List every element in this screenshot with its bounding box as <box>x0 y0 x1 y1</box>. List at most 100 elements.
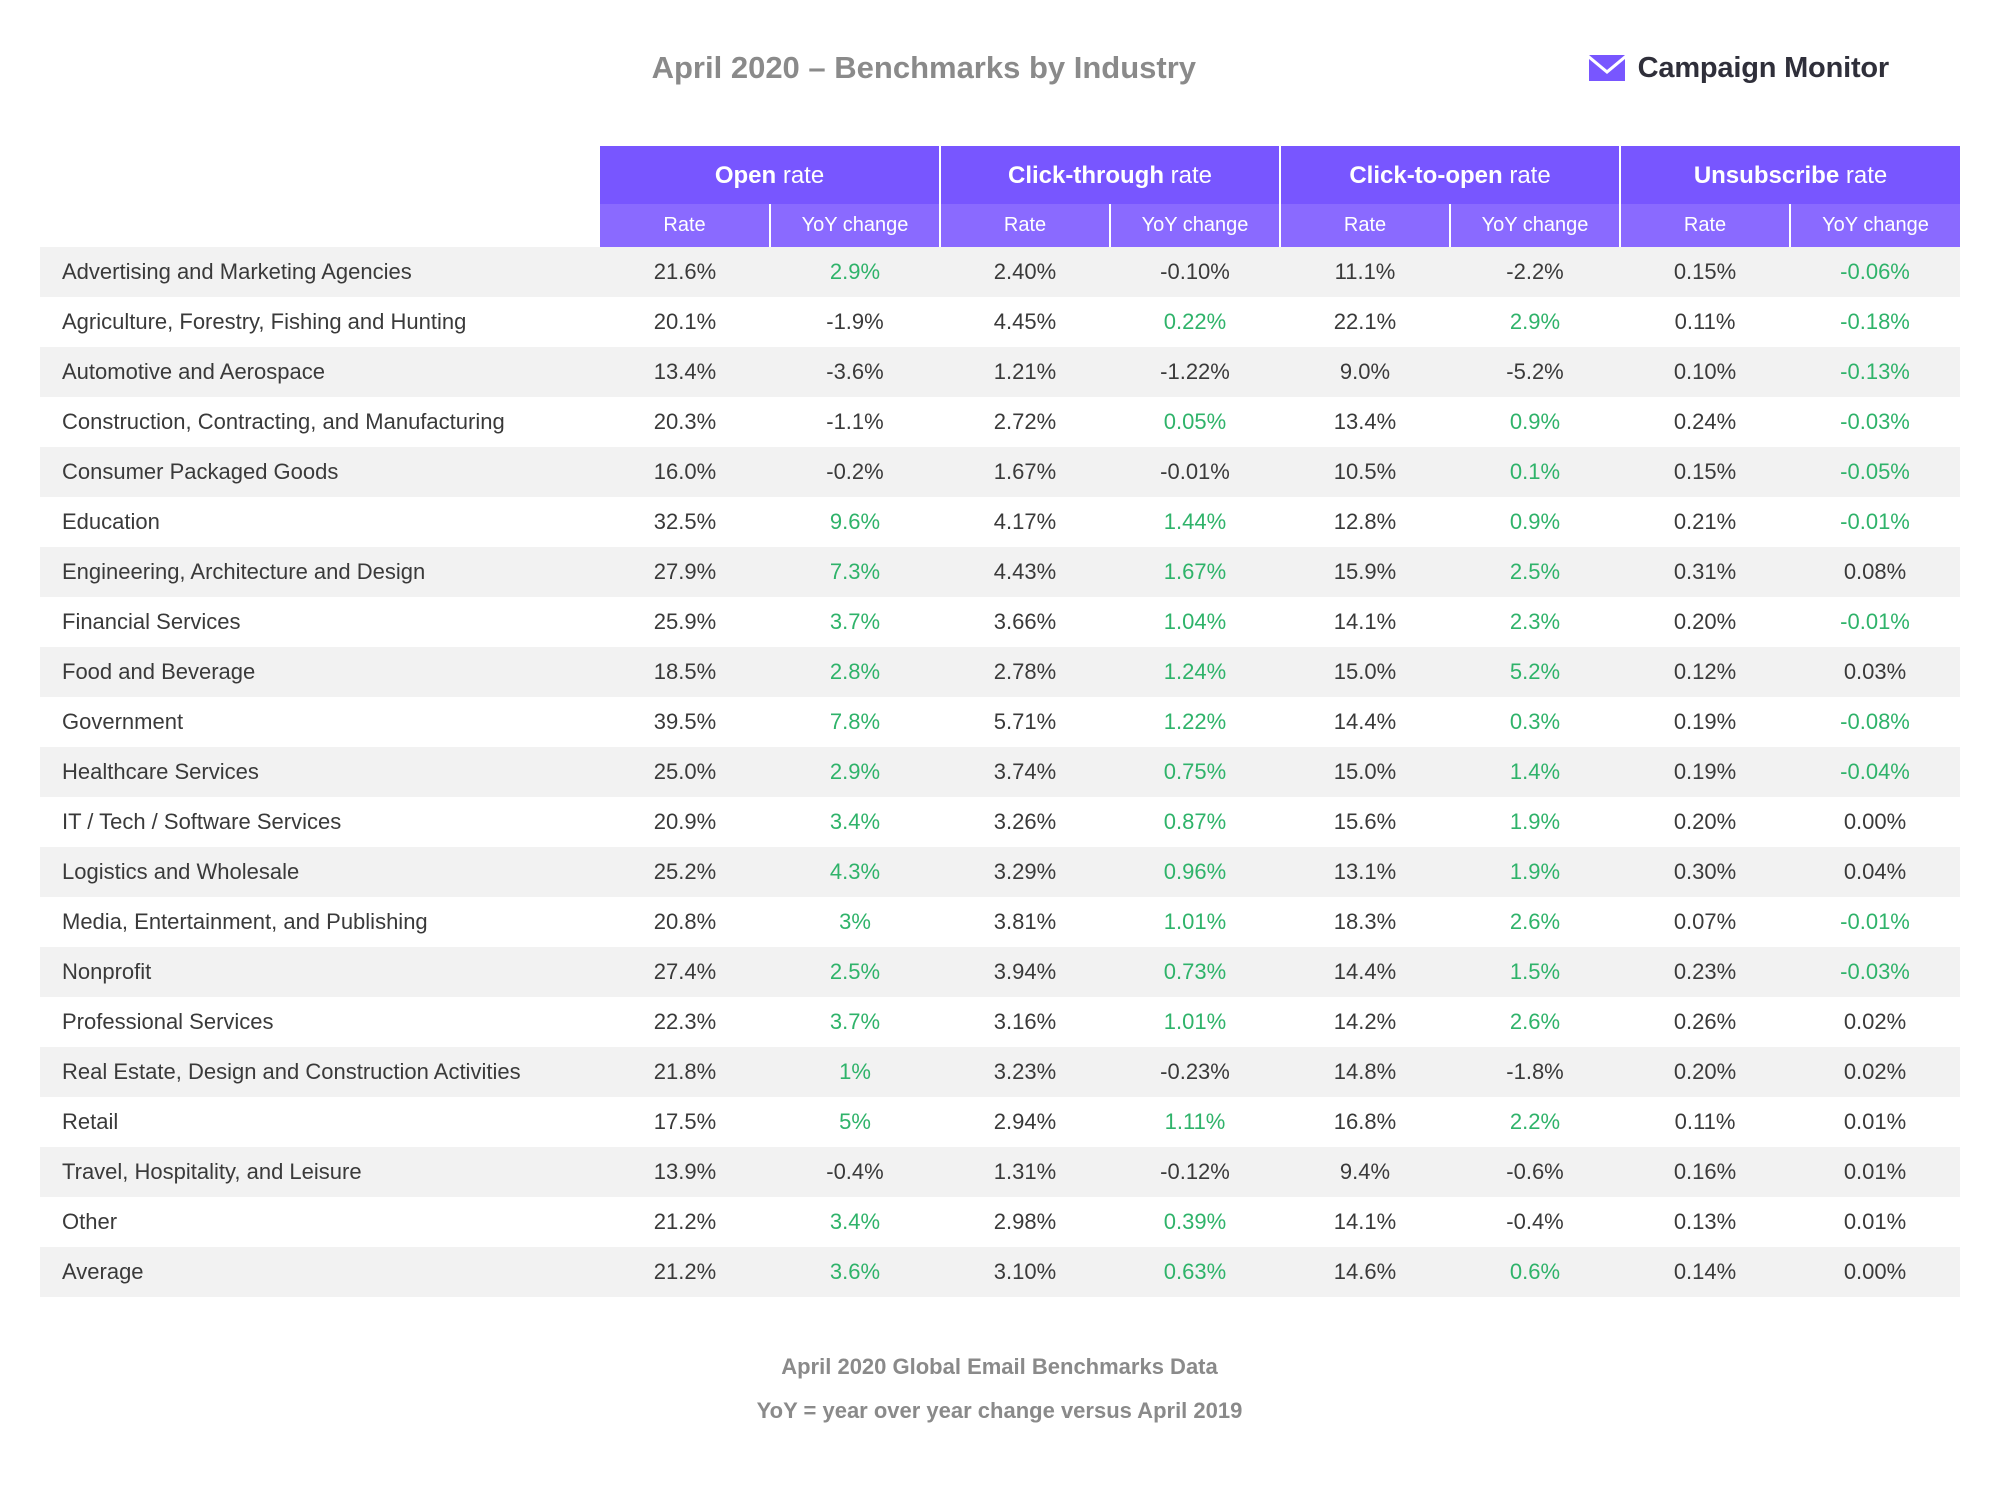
row-label: Professional Services <box>40 997 600 1047</box>
table-row: Financial Services25.9%3.7%3.66%1.04%14.… <box>40 597 1960 647</box>
cell-rate: 14.1% <box>1280 1197 1450 1247</box>
cell-rate: 21.2% <box>600 1247 770 1297</box>
cell-yoy: 2.6% <box>1450 897 1620 947</box>
cell-yoy: 3.4% <box>770 1197 940 1247</box>
cell-yoy: 2.6% <box>1450 997 1620 1047</box>
subheader-rate: Rate <box>1280 204 1450 247</box>
cell-yoy: 2.8% <box>770 647 940 697</box>
cell-yoy: 1.01% <box>1110 997 1280 1047</box>
cell-yoy: 0.04% <box>1790 847 1960 897</box>
cell-rate: 18.3% <box>1280 897 1450 947</box>
cell-rate: 21.8% <box>600 1047 770 1097</box>
cell-rate: 4.43% <box>940 547 1110 597</box>
cell-yoy: 0.87% <box>1110 797 1280 847</box>
row-label: Agriculture, Forestry, Fishing and Hunti… <box>40 297 600 347</box>
cell-yoy: 2.9% <box>770 747 940 797</box>
cell-yoy: 0.03% <box>1790 647 1960 697</box>
cell-rate: 0.30% <box>1620 847 1790 897</box>
cell-yoy: 0.63% <box>1110 1247 1280 1297</box>
row-label: Logistics and Wholesale <box>40 847 600 897</box>
cell-rate: 18.5% <box>600 647 770 697</box>
cell-yoy: 1.5% <box>1450 947 1620 997</box>
cell-rate: 14.4% <box>1280 697 1450 747</box>
cell-yoy: -0.4% <box>770 1147 940 1197</box>
metric-header-ctor: Click-to-open rate <box>1280 146 1620 204</box>
row-label: Construction, Contracting, and Manufactu… <box>40 397 600 447</box>
brand: Campaign Monitor <box>1588 52 1889 85</box>
subheader-blank <box>40 204 600 247</box>
subheader-yoy: YoY change <box>1110 204 1280 247</box>
cell-yoy: -0.23% <box>1110 1047 1280 1097</box>
cell-rate: 3.16% <box>940 997 1110 1047</box>
cell-rate: 5.71% <box>940 697 1110 747</box>
cell-rate: 0.11% <box>1620 1097 1790 1147</box>
cell-yoy: 0.08% <box>1790 547 1960 597</box>
cell-rate: 2.72% <box>940 397 1110 447</box>
page-title: April 2020 – Benchmarks by Industry <box>260 50 1588 86</box>
row-label: Consumer Packaged Goods <box>40 447 600 497</box>
cell-rate: 0.23% <box>1620 947 1790 997</box>
table-row: Logistics and Wholesale25.2%4.3%3.29%0.9… <box>40 847 1960 897</box>
cell-rate: 22.3% <box>600 997 770 1047</box>
cell-rate: 16.0% <box>600 447 770 497</box>
cell-yoy: 0.73% <box>1110 947 1280 997</box>
cell-rate: 25.9% <box>600 597 770 647</box>
row-label: Retail <box>40 1097 600 1147</box>
cell-yoy: -0.03% <box>1790 397 1960 447</box>
cell-yoy: 0.96% <box>1110 847 1280 897</box>
cell-yoy: 0.00% <box>1790 797 1960 847</box>
cell-rate: 16.8% <box>1280 1097 1450 1147</box>
cell-rate: 20.1% <box>600 297 770 347</box>
cell-yoy: 1.44% <box>1110 497 1280 547</box>
cell-rate: 20.3% <box>600 397 770 447</box>
cell-yoy: 5% <box>770 1097 940 1147</box>
row-label: Government <box>40 697 600 747</box>
table-row: Engineering, Architecture and Design27.9… <box>40 547 1960 597</box>
table-header: Open rate Click-through rate Click-to-op… <box>40 146 1960 247</box>
cell-yoy: 4.3% <box>770 847 940 897</box>
cell-rate: 0.11% <box>1620 297 1790 347</box>
cell-rate: 2.98% <box>940 1197 1110 1247</box>
cell-yoy: -0.01% <box>1790 497 1960 547</box>
cell-rate: 2.78% <box>940 647 1110 697</box>
cell-rate: 27.4% <box>600 947 770 997</box>
cell-rate: 0.21% <box>1620 497 1790 547</box>
cell-rate: 0.24% <box>1620 397 1790 447</box>
cell-rate: 0.16% <box>1620 1147 1790 1197</box>
metric-header-row: Open rate Click-through rate Click-to-op… <box>40 146 1960 204</box>
cell-rate: 9.4% <box>1280 1147 1450 1197</box>
table-row: Food and Beverage18.5%2.8%2.78%1.24%15.0… <box>40 647 1960 697</box>
cell-rate: 17.5% <box>600 1097 770 1147</box>
cell-rate: 39.5% <box>600 697 770 747</box>
metric-header-unsub: Unsubscribe rate <box>1620 146 1960 204</box>
cell-rate: 14.4% <box>1280 947 1450 997</box>
cell-yoy: -0.04% <box>1790 747 1960 797</box>
cell-yoy: 1.04% <box>1110 597 1280 647</box>
cell-yoy: 7.8% <box>770 697 940 747</box>
cell-rate: 0.15% <box>1620 247 1790 297</box>
cell-rate: 11.1% <box>1280 247 1450 297</box>
cell-rate: 0.15% <box>1620 447 1790 497</box>
cell-yoy: -0.18% <box>1790 297 1960 347</box>
cell-rate: 13.4% <box>1280 397 1450 447</box>
cell-yoy: -1.1% <box>770 397 940 447</box>
table-row: Construction, Contracting, and Manufactu… <box>40 397 1960 447</box>
cell-yoy: -1.22% <box>1110 347 1280 397</box>
cell-yoy: -1.9% <box>770 297 940 347</box>
table-body: Advertising and Marketing Agencies21.6%2… <box>40 247 1960 1297</box>
cell-rate: 10.5% <box>1280 447 1450 497</box>
cell-rate: 0.10% <box>1620 347 1790 397</box>
table-row: Nonprofit27.4%2.5%3.94%0.73%14.4%1.5%0.2… <box>40 947 1960 997</box>
cell-yoy: 7.3% <box>770 547 940 597</box>
subheader-yoy: YoY change <box>1450 204 1620 247</box>
cell-rate: 14.1% <box>1280 597 1450 647</box>
cell-rate: 3.74% <box>940 747 1110 797</box>
table-row: Retail17.5%5%2.94%1.11%16.8%2.2%0.11%0.0… <box>40 1097 1960 1147</box>
row-label: Healthcare Services <box>40 747 600 797</box>
cell-rate: 0.07% <box>1620 897 1790 947</box>
cell-yoy: -0.01% <box>1790 897 1960 947</box>
cell-rate: 14.8% <box>1280 1047 1450 1097</box>
table-row: Automotive and Aerospace13.4%-3.6%1.21%-… <box>40 347 1960 397</box>
cell-rate: 0.20% <box>1620 1047 1790 1097</box>
brand-envelope-icon <box>1588 54 1626 82</box>
